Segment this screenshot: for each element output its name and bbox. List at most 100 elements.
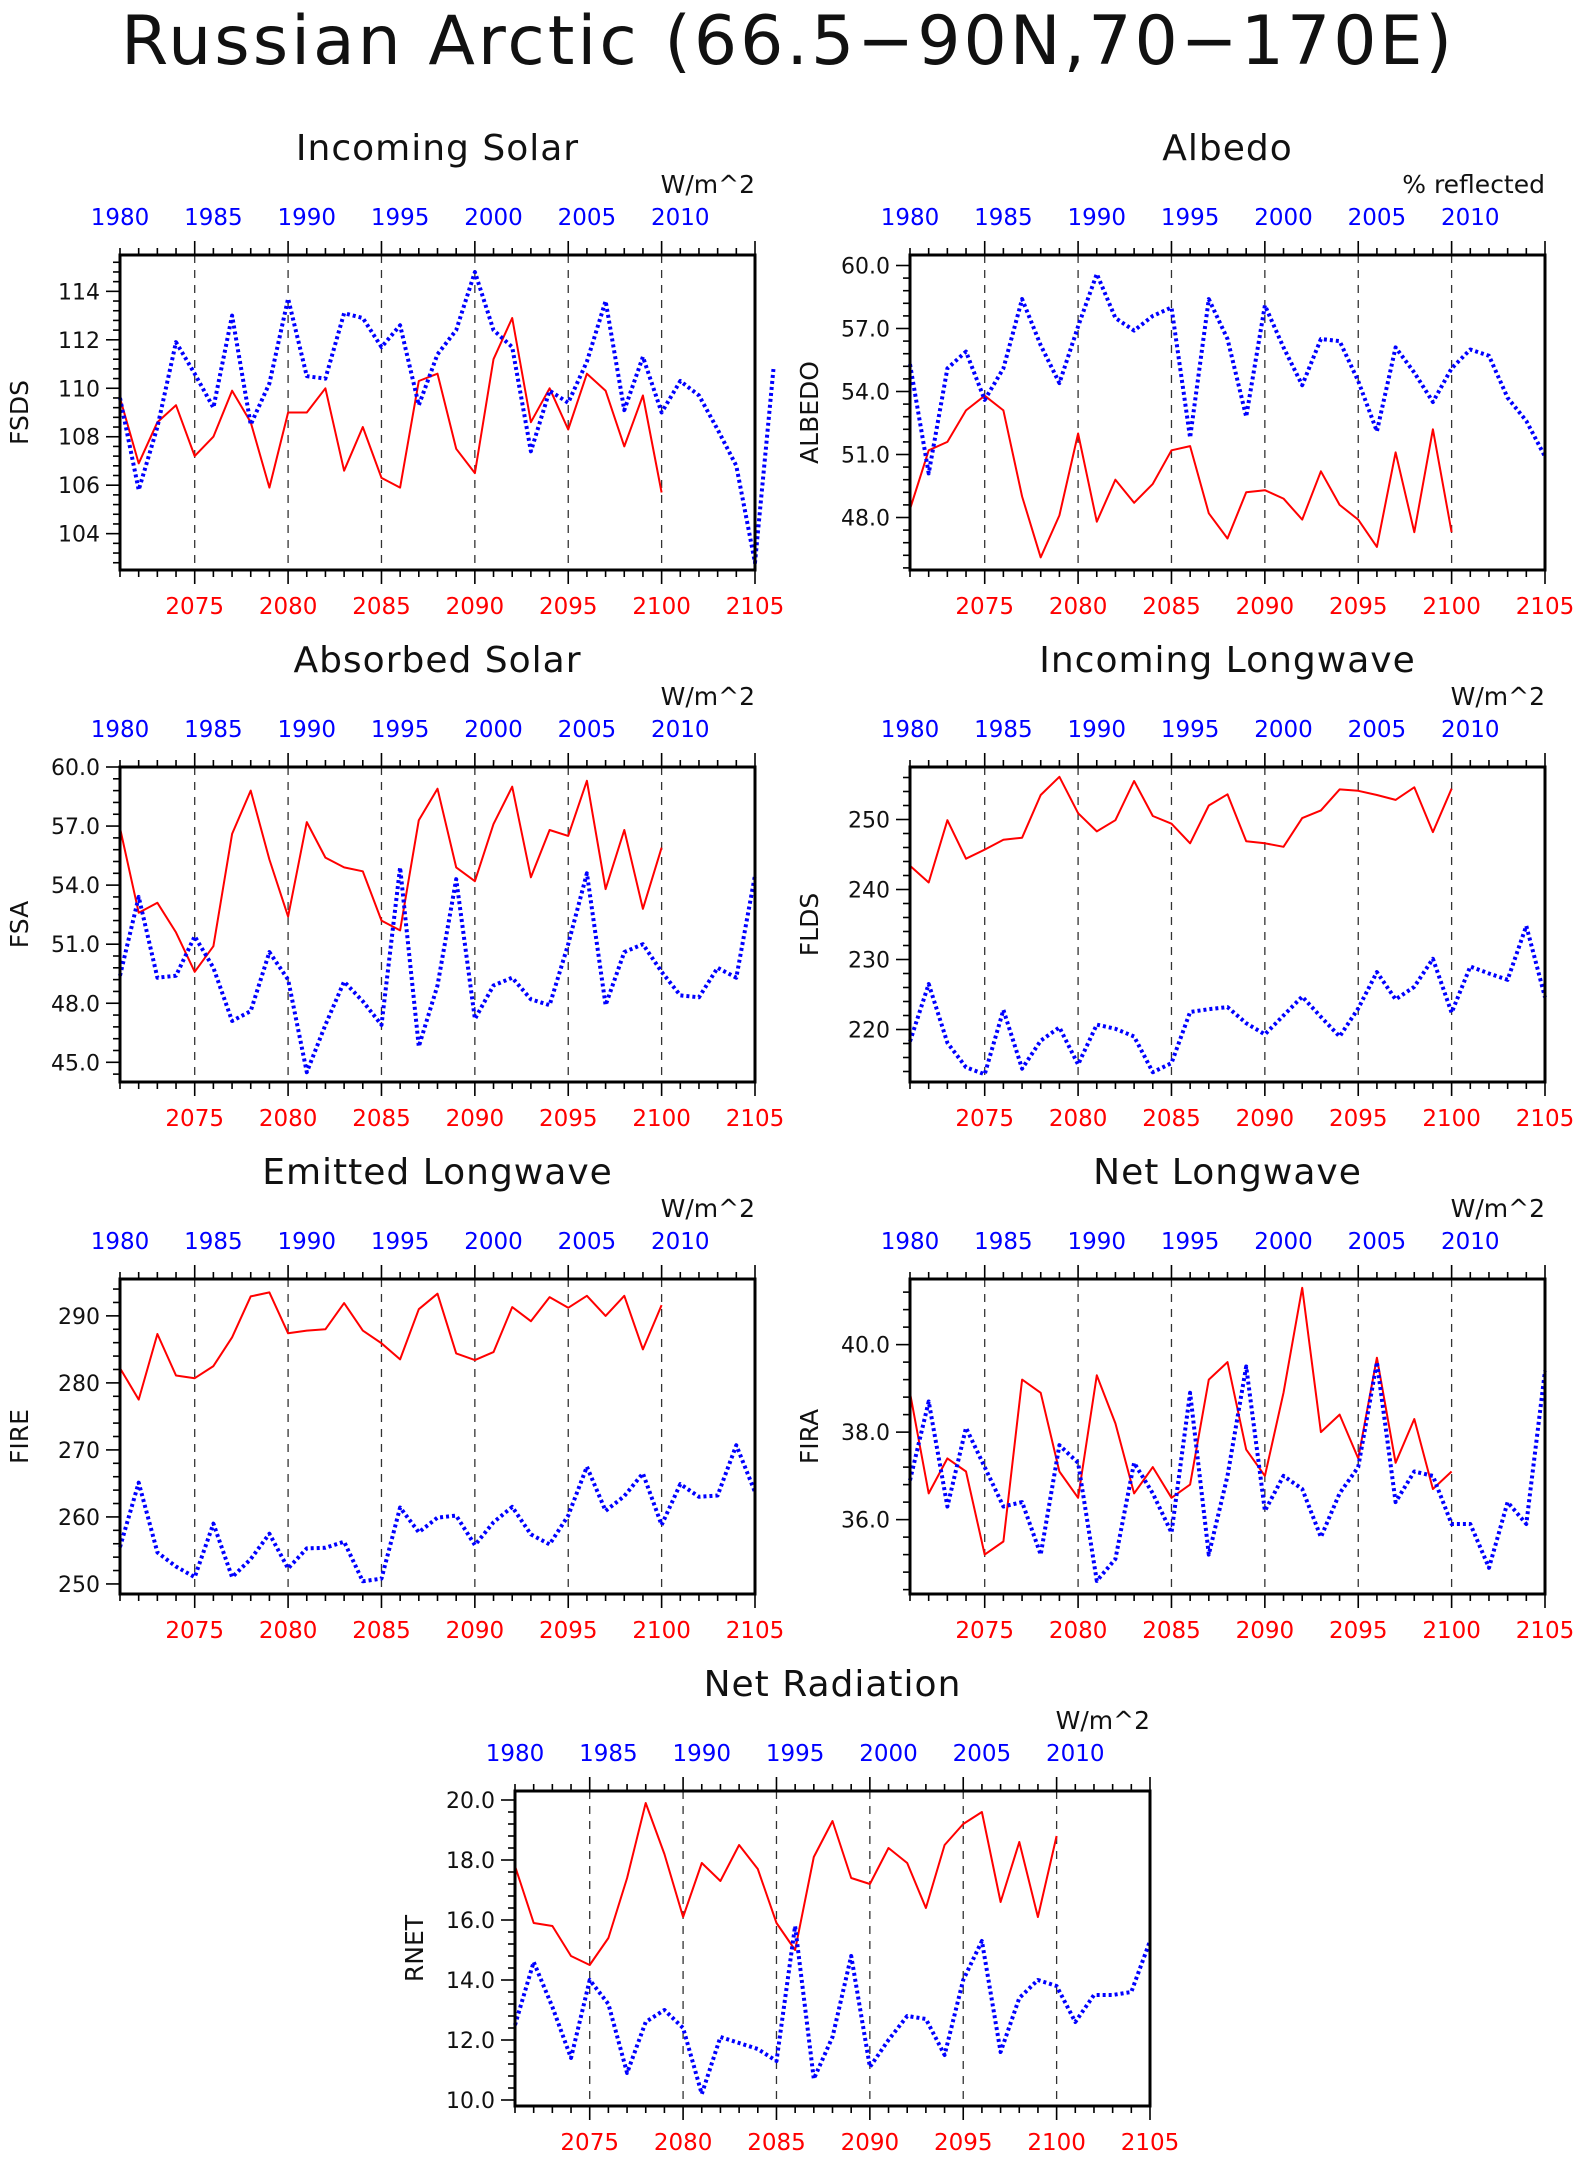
y-tick-label: 57.0 [51,815,100,840]
series-historical [513,1924,1152,2096]
top-tick-label: 1980 [881,717,940,743]
panel-title: Net Longwave [1093,1152,1362,1193]
top-tick-label: 2010 [1441,205,1500,231]
top-tick-label: 1985 [184,1229,243,1255]
bottom-tick-label: 2105 [1516,594,1575,620]
y-tick-label: 38.0 [841,1421,890,1446]
y-tick-label: 250 [58,1573,100,1598]
top-tick-label: 1995 [1161,1229,1220,1255]
bottom-tick-label: 2095 [934,2130,993,2156]
units-label: W/m^2 [1451,682,1545,711]
bottom-tick-label: 2100 [632,1618,691,1644]
bottom-tick-label: 2075 [955,594,1014,620]
y-tick-label: 48.0 [841,507,890,532]
panel-title: Absorbed Solar [293,640,581,681]
bottom-tick-label: 2090 [1236,1618,1295,1644]
panel-title: Incoming Longwave [1039,640,1416,681]
top-tick-label: 1995 [371,205,430,231]
y-tick-label: 112 [58,329,100,354]
top-tick-label: 2000 [1254,205,1313,231]
bottom-tick-label: 2100 [632,594,691,620]
bottom-tick-label: 2090 [1236,594,1295,620]
top-tick-label: 1995 [371,1229,430,1255]
y-axis-label: FSDS [5,380,34,445]
bottom-tick-label: 2075 [165,1106,224,1132]
top-tick-label: 2005 [558,205,617,231]
units-label: W/m^2 [1056,1706,1150,1735]
y-tick-label: 51.0 [841,444,890,469]
bottom-tick-label: 2080 [259,1618,318,1644]
series-historical [118,1443,757,1584]
top-tick-label: 2000 [1254,717,1313,743]
bottom-tick-label: 2080 [1049,594,1108,620]
bottom-tick-label: 2100 [1027,2130,1086,2156]
panel-fira: Net Longwave W/m^2 FIRA 2075 2080 2085 2090 209… [795,1152,1574,1644]
top-tick-label: 1985 [184,205,243,231]
top-tick-label: 1990 [1067,717,1126,743]
y-tick-label: 230 [848,949,890,974]
series-future [119,317,663,493]
y-tick-label: 14.0 [446,1969,495,1994]
bottom-tick-label: 2075 [560,2130,619,2156]
bottom-tick-label: 2095 [1329,594,1388,620]
y-tick-label: 60.0 [51,756,100,781]
y-tick-label: 12.0 [446,2029,495,2054]
plot-frame [908,1277,1547,1596]
series-future [909,1286,1453,1556]
y-tick-label: 40.0 [841,1334,890,1359]
plot-frame [908,765,1547,1084]
top-tick-label: 1980 [486,1741,545,1767]
panel-fsa: Absorbed Solar W/m^2 FSA 2075 2080 2085 2090 20… [5,640,784,1132]
bottom-tick-label: 2085 [352,594,411,620]
units-label: W/m^2 [661,170,755,199]
bottom-tick-label: 2090 [841,2130,900,2156]
top-tick-label: 1985 [184,717,243,743]
y-tick-label: 18.0 [446,1849,495,1874]
top-tick-label: 1995 [1161,717,1220,743]
bottom-tick-label: 2100 [1422,1106,1481,1132]
bottom-tick-label: 2105 [726,1618,785,1644]
bottom-tick-label: 2105 [726,594,785,620]
top-tick-label: 1980 [881,205,940,231]
top-tick-label: 2005 [1348,717,1407,743]
bottom-tick-label: 2105 [1121,2130,1180,2156]
y-tick-label: 240 [848,879,890,904]
y-axis-label: FSA [5,901,34,948]
top-tick-label: 1980 [91,717,150,743]
y-tick-label: 36.0 [841,1509,890,1534]
y-tick-label: 108 [58,426,100,451]
bottom-tick-label: 2095 [539,1106,598,1132]
top-tick-label: 1980 [91,205,150,231]
bottom-tick-label: 2080 [259,594,318,620]
panel-fire: Emitted Longwave W/m^2 FIRE 2075 2080 2085 209… [5,1152,784,1644]
top-tick-label: 1990 [277,717,336,743]
bottom-tick-label: 2080 [1049,1106,1108,1132]
bottom-tick-label: 2095 [1329,1106,1388,1132]
units-label: W/m^2 [1451,1194,1545,1223]
bottom-tick-label: 2090 [446,1618,505,1644]
bottom-tick-label: 2080 [654,2130,713,2156]
bottom-tick-label: 2100 [1422,594,1481,620]
y-tick-label: 260 [58,1506,100,1531]
bottom-tick-label: 2085 [1142,1618,1201,1644]
bottom-tick-label: 2105 [1516,1618,1575,1644]
bottom-tick-label: 2075 [165,594,224,620]
units-label: % reflected [1402,170,1545,199]
y-tick-label: 48.0 [51,992,100,1017]
y-tick-label: 250 [848,809,890,834]
top-tick-label: 2005 [1348,1229,1407,1255]
top-tick-label: 2000 [464,717,523,743]
panel-flds: Incoming Longwave W/m^2 FLDS 2075 2080 2085 20… [795,640,1574,1132]
top-tick-label: 1995 [1161,205,1220,231]
top-tick-label: 1980 [91,1229,150,1255]
series-historical [908,1360,1547,1583]
y-tick-label: 10.0 [446,2089,495,2114]
series-historical [118,270,776,565]
y-tick-label: 114 [58,280,100,305]
bottom-tick-label: 2090 [446,1106,505,1132]
y-tick-label: 54.0 [51,874,100,899]
y-tick-label: 45.0 [51,1051,100,1076]
panel-fsds: Incoming Solar W/m^2 FSDS 2075 2080 2085 2090 2… [5,128,784,620]
y-tick-label: 280 [58,1372,100,1397]
